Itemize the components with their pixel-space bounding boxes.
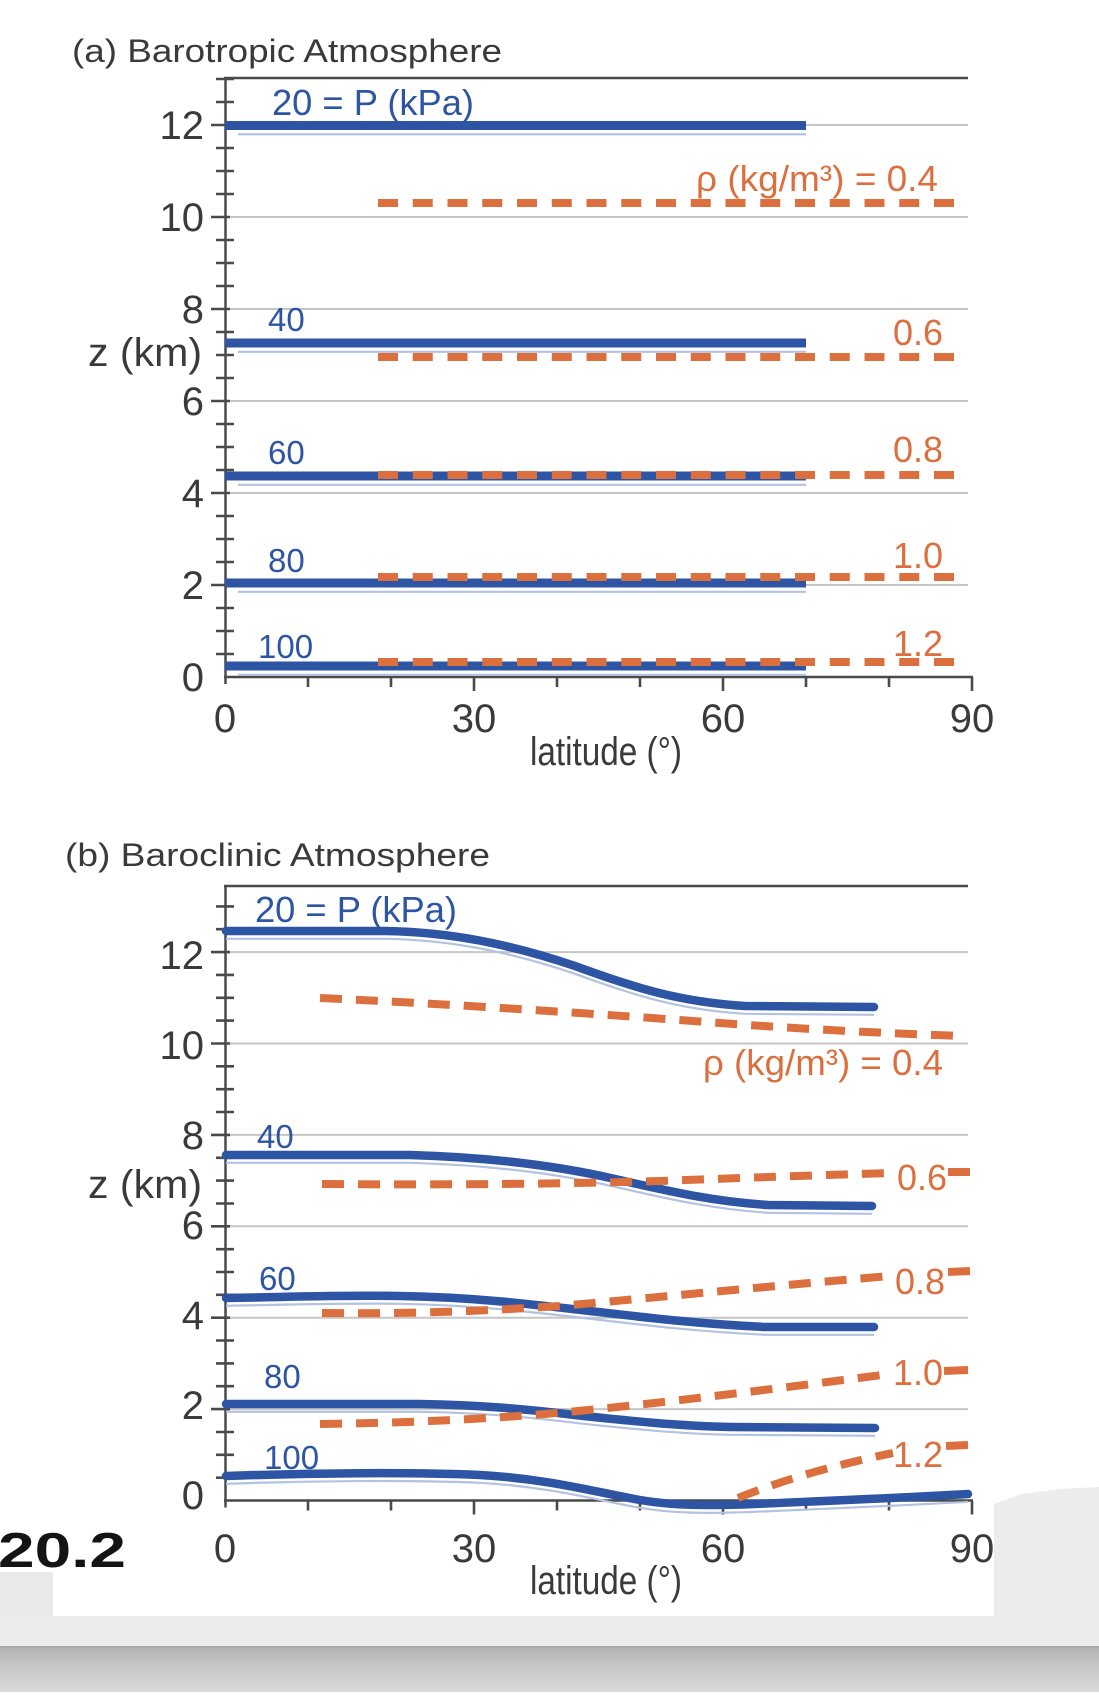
svg-text:0: 0 xyxy=(182,656,204,700)
svg-text:100: 100 xyxy=(264,1439,319,1476)
svg-text:80: 80 xyxy=(264,1358,301,1395)
svg-text:0.6: 0.6 xyxy=(893,312,943,353)
svg-text:latitude (°): latitude (°) xyxy=(530,1559,682,1603)
svg-text:0.8: 0.8 xyxy=(895,1261,945,1302)
svg-text:60: 60 xyxy=(268,434,305,471)
svg-text:ρ (kg/m³) = 0.4: ρ (kg/m³) = 0.4 xyxy=(696,158,938,199)
svg-text:1.0: 1.0 xyxy=(893,1352,943,1393)
svg-text:2: 2 xyxy=(182,1384,204,1428)
svg-text:90: 90 xyxy=(950,1527,995,1571)
svg-text:12: 12 xyxy=(160,104,205,148)
svg-text:60: 60 xyxy=(259,1260,296,1297)
svg-text:z (km): z (km) xyxy=(88,331,202,375)
svg-text:8: 8 xyxy=(182,288,204,332)
svg-text:12: 12 xyxy=(160,934,205,978)
svg-text:ρ (kg/m³) = 0.4: ρ (kg/m³) = 0.4 xyxy=(703,1042,943,1083)
svg-text:(a) Barotropic Atmosphere: (a) Barotropic Atmosphere xyxy=(72,33,502,69)
svg-text:40: 40 xyxy=(268,301,305,338)
svg-text:1.0: 1.0 xyxy=(893,535,943,576)
svg-text:60: 60 xyxy=(701,1527,746,1571)
svg-text:0: 0 xyxy=(182,1474,204,1518)
svg-text:z (km): z (km) xyxy=(88,1163,202,1207)
svg-text:40: 40 xyxy=(257,1118,294,1155)
svg-text:6: 6 xyxy=(182,1204,204,1248)
svg-text:1.2: 1.2 xyxy=(893,623,943,664)
svg-text:(b) Baroclinic Atmosphere: (b) Baroclinic Atmosphere xyxy=(65,837,490,873)
svg-text:90: 90 xyxy=(950,697,995,741)
svg-text:10: 10 xyxy=(160,196,205,240)
svg-text:10: 10 xyxy=(160,1024,205,1068)
svg-text:2: 2 xyxy=(182,564,204,608)
svg-text:80: 80 xyxy=(268,542,305,579)
svg-text:4: 4 xyxy=(182,1294,204,1338)
svg-text:latitude (°): latitude (°) xyxy=(530,730,682,774)
svg-text:30: 30 xyxy=(452,1527,497,1571)
svg-text:0.6: 0.6 xyxy=(897,1157,947,1198)
svg-text:20.2: 20.2 xyxy=(0,1524,126,1578)
svg-text:4: 4 xyxy=(182,472,204,516)
svg-text:0.8: 0.8 xyxy=(893,429,943,470)
svg-text:100: 100 xyxy=(258,628,313,665)
svg-text:0: 0 xyxy=(214,697,236,741)
svg-text:1.2: 1.2 xyxy=(893,1434,943,1475)
svg-text:30: 30 xyxy=(452,697,497,741)
svg-text:8: 8 xyxy=(182,1114,204,1158)
svg-text:20 = P (kPa): 20 = P (kPa) xyxy=(255,889,457,930)
svg-text:6: 6 xyxy=(182,380,204,424)
svg-text:20 = P (kPa): 20 = P (kPa) xyxy=(272,82,474,123)
svg-text:60: 60 xyxy=(701,697,746,741)
svg-text:0: 0 xyxy=(214,1527,236,1571)
